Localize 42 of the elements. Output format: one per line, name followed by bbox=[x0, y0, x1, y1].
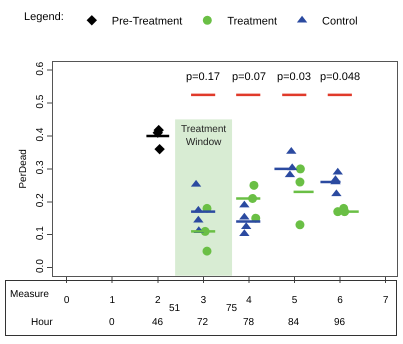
annotation: p=0.17 bbox=[186, 71, 220, 83]
text: 72 bbox=[197, 317, 209, 328]
y-tick-label: 0.5 bbox=[35, 94, 46, 109]
annotation: p=0.048 bbox=[320, 71, 360, 83]
x-tick-label: 6 bbox=[337, 294, 344, 306]
legend-label: Control bbox=[322, 16, 358, 28]
y-tick-label: 0.3 bbox=[35, 160, 46, 174]
x-tick-label: 7 bbox=[382, 294, 389, 306]
text: 75 bbox=[226, 303, 238, 314]
y-tick-label: 0.1 bbox=[35, 226, 46, 240]
text: 0 bbox=[109, 317, 115, 328]
band-label: Treatment Window bbox=[181, 124, 226, 148]
point bbox=[286, 146, 296, 154]
y-axis-title: PerDead bbox=[18, 149, 29, 189]
point bbox=[154, 144, 165, 154]
point bbox=[296, 164, 305, 174]
y-tick-label: 0.0 bbox=[35, 258, 46, 274]
legend-label: Treatment bbox=[227, 16, 278, 28]
text: 46 bbox=[152, 317, 164, 328]
point bbox=[295, 220, 304, 230]
y-tick-label: 0.2 bbox=[35, 192, 46, 208]
x-tick-label: 5 bbox=[292, 294, 298, 306]
point bbox=[295, 178, 304, 187]
x2-axis-title: Hour bbox=[31, 317, 54, 328]
text: 84 bbox=[288, 317, 300, 328]
x-tick-label: 4 bbox=[246, 294, 252, 306]
y-tick-label: 0.4 bbox=[35, 127, 46, 142]
x-tick-label: 2 bbox=[155, 294, 162, 306]
x-axis-title: Measure bbox=[10, 289, 50, 300]
point bbox=[202, 246, 212, 256]
x-tick-label: 0 bbox=[64, 294, 70, 306]
point bbox=[249, 180, 258, 190]
legend-title: Legend: bbox=[24, 11, 64, 24]
legend-label: Pre-Treatment bbox=[112, 16, 182, 28]
x-tick-label: 1 bbox=[109, 294, 116, 306]
y-tick-label: 0.6 bbox=[35, 61, 46, 76]
x-tick-label: 3 bbox=[200, 294, 207, 306]
annotation: p=0.07 bbox=[232, 71, 266, 83]
text: 96 bbox=[334, 317, 346, 328]
annotation: p=0.03 bbox=[277, 71, 311, 83]
text: 51 bbox=[169, 303, 181, 314]
text: 78 bbox=[243, 317, 255, 328]
